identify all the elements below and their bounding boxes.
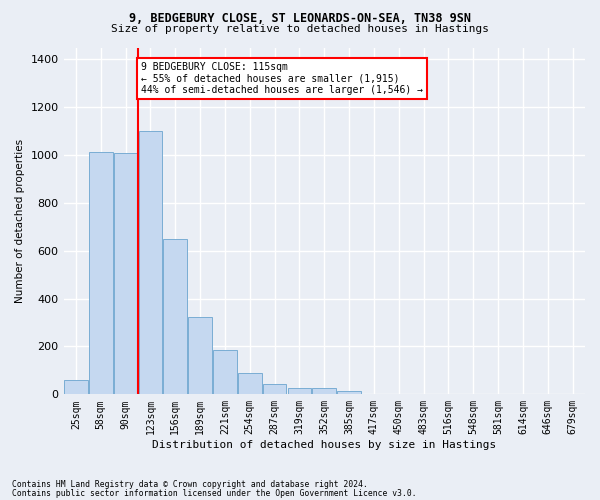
Bar: [163, 239, 187, 394]
X-axis label: Distribution of detached houses by size in Hastings: Distribution of detached houses by size …: [152, 440, 496, 450]
Bar: [313, 388, 336, 394]
Bar: [114, 152, 137, 394]
Text: Size of property relative to detached houses in Hastings: Size of property relative to detached ho…: [111, 24, 489, 34]
Text: Contains public sector information licensed under the Open Government Licence v3: Contains public sector information licen…: [12, 489, 416, 498]
Bar: [139, 131, 162, 394]
Y-axis label: Number of detached properties: Number of detached properties: [15, 139, 25, 303]
Bar: [337, 390, 361, 394]
Bar: [89, 152, 113, 394]
Text: Contains HM Land Registry data © Crown copyright and database right 2024.: Contains HM Land Registry data © Crown c…: [12, 480, 368, 489]
Bar: [287, 388, 311, 394]
Bar: [188, 316, 212, 394]
Bar: [238, 373, 262, 394]
Bar: [263, 384, 286, 394]
Bar: [213, 350, 237, 395]
Text: 9, BEDGEBURY CLOSE, ST LEONARDS-ON-SEA, TN38 9SN: 9, BEDGEBURY CLOSE, ST LEONARDS-ON-SEA, …: [129, 12, 471, 26]
Bar: [64, 380, 88, 394]
Text: 9 BEDGEBURY CLOSE: 115sqm
← 55% of detached houses are smaller (1,915)
44% of se: 9 BEDGEBURY CLOSE: 115sqm ← 55% of detac…: [141, 62, 423, 95]
